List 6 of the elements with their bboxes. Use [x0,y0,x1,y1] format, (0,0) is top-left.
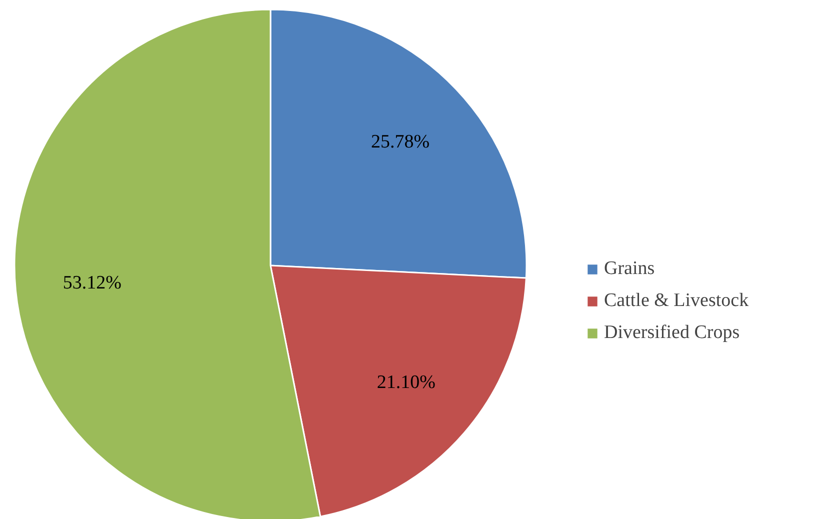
legend-label: Diversified Crops [604,322,740,344]
data-label: 53.12% [62,272,122,294]
data-label: 25.78% [370,131,430,152]
data-label: 21.10% [376,372,436,394]
legend-label: Grains [604,258,655,280]
legend-label: Cattle & Livestock [604,290,749,312]
